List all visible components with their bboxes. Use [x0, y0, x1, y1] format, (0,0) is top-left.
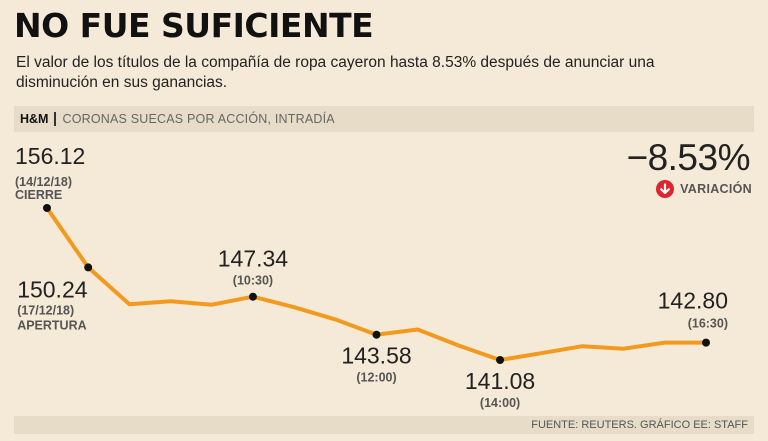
data-label-time: (12:00) [356, 371, 396, 385]
data-point-marker [702, 338, 710, 347]
data-label-time: (14:00) [480, 396, 520, 410]
data-label-time: (17/12/18) [17, 303, 74, 317]
data-label-value: 156.12 [15, 143, 85, 169]
data-label-caption: APERTURA [17, 318, 86, 332]
percent-change: −8.53% [626, 137, 750, 178]
data-point-marker [372, 330, 381, 339]
data-point-marker [496, 356, 505, 364]
chart-tag-bar: H&M CORONAS SUECAS POR ACCIÓN, INTRADÍA [14, 106, 754, 132]
data-point-marker [84, 263, 93, 272]
data-label-time: (10:30) [233, 274, 273, 288]
data-label-value: 150.24 [17, 276, 88, 302]
source-bar: FUENTE: REUTERS. GRÁFICO EE: STAFF [14, 416, 754, 434]
chart-subtitle: El valor de los títulos de la compañía d… [16, 54, 655, 91]
data-label-time: (14/12/18) [15, 175, 72, 189]
source-credit: FUENTE: REUTERS. GRÁFICO EE: STAFF [531, 419, 748, 431]
data-label-value: 147.34 [218, 246, 289, 272]
data-label-value: 142.80 [658, 288, 728, 314]
chart-unit-label: CORONAS SUECAS POR ACCIÓN, INTRADÍA [62, 112, 335, 126]
variation-indicator: VARIACIÓN [656, 180, 752, 198]
data-label-value: 143.58 [341, 343, 411, 369]
data-label-time: (16:30) [688, 317, 728, 331]
data-label-value: 141.08 [465, 368, 535, 394]
arrow-down-icon [656, 180, 675, 198]
data-label-caption: CIERRE [15, 188, 62, 202]
page-title: NO FUE SUFICIENTE [14, 6, 374, 45]
company-name: H&M [20, 112, 57, 126]
variation-label: VARIACIÓN [680, 182, 752, 196]
data-point-marker [248, 292, 257, 301]
data-point-marker [43, 204, 51, 212]
